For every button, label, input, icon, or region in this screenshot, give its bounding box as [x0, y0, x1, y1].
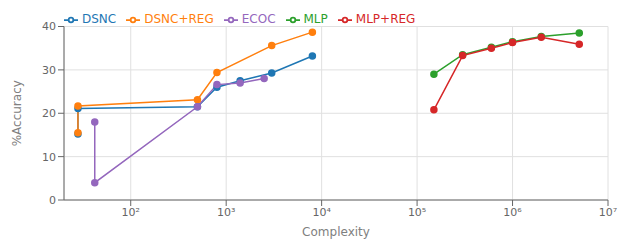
html-text:DSNC: DSNC: [82, 12, 117, 26]
svg-text:10⁶: 10⁶: [503, 206, 522, 219]
html-text:MLP+REG: MLP+REG: [355, 12, 416, 26]
svg-text:10⁴: 10⁴: [312, 206, 331, 219]
svg-text:%Accuracy: %Accuracy: [10, 80, 24, 146]
html-text:ECOC: ECOC: [241, 12, 276, 26]
svg-text:20: 20: [42, 107, 56, 120]
svg-text:10⁷: 10⁷: [599, 206, 617, 219]
svg-text:10⁵: 10⁵: [408, 206, 426, 219]
svg-text:10²: 10²: [122, 206, 140, 219]
svg-text:0: 0: [49, 194, 56, 207]
html-text:MLP: MLP: [303, 12, 328, 26]
svg-text:30: 30: [42, 64, 56, 77]
svg-text:40: 40: [42, 20, 56, 33]
html-text:DSNC+REG: DSNC+REG: [144, 12, 214, 26]
svg-text:Complexity: Complexity: [302, 225, 370, 239]
svg-text:10: 10: [42, 151, 56, 164]
svg-text:10³: 10³: [217, 206, 235, 219]
